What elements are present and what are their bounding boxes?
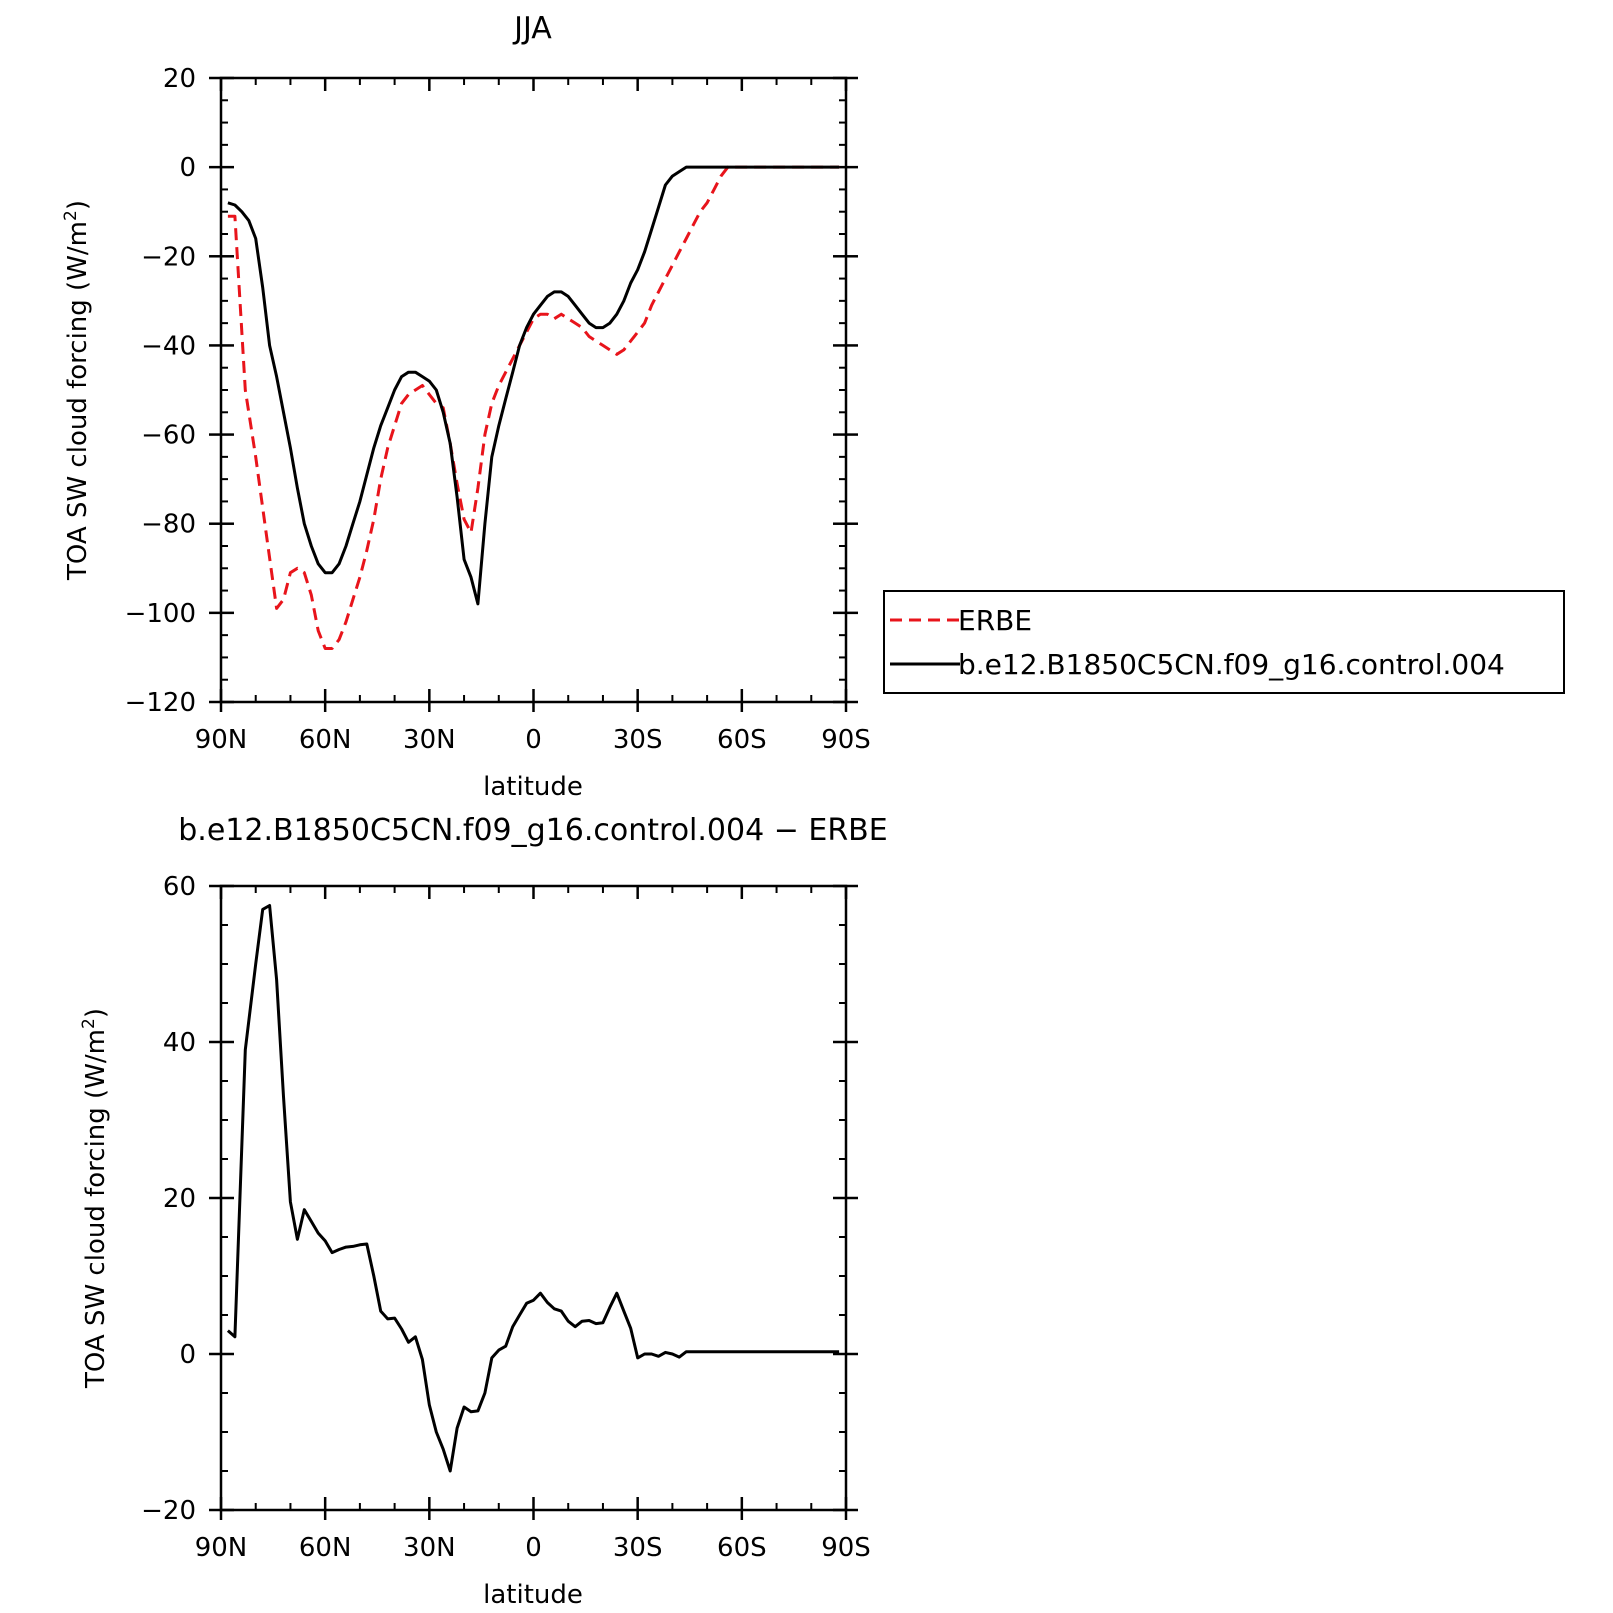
top-panel: JJA 90N 60N 30N 0 30S 60S 90S 20 0 −20 −40 −60 −80 −… [61, 11, 871, 802]
bottom-x-tick-labels: 90N 60N 30N 0 30S 60S 90S [195, 1533, 871, 1563]
x-tick-label: 90S [821, 725, 871, 755]
top-x-axis-title: latitude [483, 772, 583, 802]
x-tick-label: 90N [195, 725, 248, 755]
y-tick-label: 20 [163, 1184, 196, 1214]
y-tick-label: 40 [163, 1028, 196, 1058]
top-y-axis-title: TOA SW cloud forcing (W/m2) [61, 200, 93, 581]
legend-label-erbe: ERBE [958, 604, 1032, 637]
bottom-panel: b.e12.B1850C5CN.f09_g16.control.004 − ER… [79, 813, 888, 1610]
series-line-difference [226, 904, 840, 1473]
top-panel-title: JJA [512, 11, 552, 46]
x-tick-label: 90N [195, 1533, 248, 1563]
y-tick-label: 60 [163, 872, 196, 902]
bottom-panel-series [226, 904, 840, 1473]
y-tick-label: 20 [163, 64, 196, 94]
bottom-plot-frame [219, 884, 848, 1512]
y-tick-label: −20 [141, 1496, 196, 1526]
y-tick-label: 0 [179, 153, 196, 183]
series-line-erbe [227, 165, 840, 650]
top-y-tick-labels: 20 0 −20 −40 −60 −80 −100 −120 [125, 64, 196, 718]
x-tick-label: 30S [613, 725, 663, 755]
y-tick-label: −80 [141, 510, 196, 540]
x-tick-label: 60S [717, 1533, 767, 1563]
x-tick-label: 30S [613, 1533, 663, 1563]
legend: ERBE b.e12.B1850C5CN.f09_g16.control.004 [883, 590, 1565, 694]
x-tick-label: 60N [299, 725, 352, 755]
bottom-y-axis-title: TOA SW cloud forcing (W/m2) [79, 1008, 111, 1389]
x-tick-label: 0 [525, 725, 542, 755]
y-tick-label: −120 [125, 688, 196, 718]
x-tick-label: 90S [821, 1533, 871, 1563]
top-x-tick-labels: 90N 60N 30N 0 30S 60S 90S [195, 725, 871, 755]
bottom-panel-ticks [209, 884, 858, 1520]
bottom-panel-title: b.e12.B1850C5CN.f09_g16.control.004 − ER… [178, 813, 887, 848]
top-panel-ticks [209, 76, 858, 712]
x-tick-label: 30N [403, 1533, 456, 1563]
y-tick-label: −60 [141, 421, 196, 451]
x-tick-label: 0 [525, 1533, 542, 1563]
top-panel-series [227, 165, 840, 650]
x-tick-label: 30N [403, 725, 456, 755]
y-tick-label: −20 [141, 242, 196, 272]
x-tick-label: 60S [717, 725, 767, 755]
x-tick-label: 60N [299, 1533, 352, 1563]
y-tick-label: 0 [179, 1340, 196, 1370]
bottom-x-axis-title: latitude [483, 1580, 583, 1610]
legend-box [883, 590, 1565, 694]
y-tick-label: −100 [125, 599, 196, 629]
series-line-model [227, 165, 840, 606]
y-tick-label: −40 [141, 331, 196, 361]
legend-label-model: b.e12.B1850C5CN.f09_g16.control.004 [958, 648, 1505, 681]
bottom-y-tick-labels: 60 40 20 0 −20 [141, 872, 196, 1526]
